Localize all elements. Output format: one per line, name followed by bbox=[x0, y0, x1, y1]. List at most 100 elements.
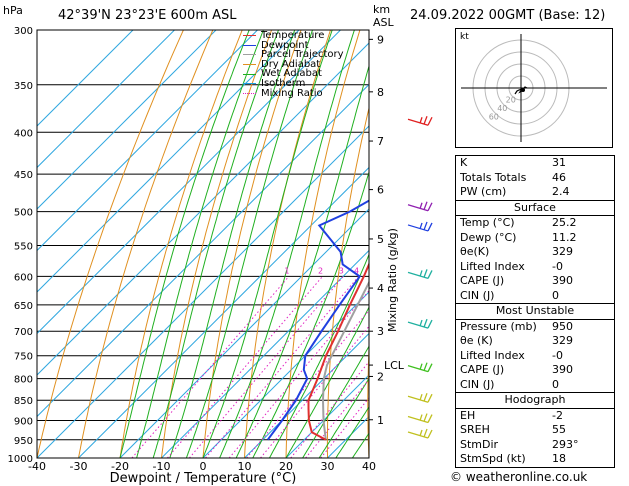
surface-row: θe(K) 329 bbox=[456, 245, 614, 260]
legend-label: Dewpoint bbox=[261, 39, 309, 51]
legend-item: Parcel Trajectory bbox=[243, 50, 344, 60]
surface-label: CAPE (J) bbox=[460, 274, 505, 287]
legend-label: Mixing Ratio bbox=[261, 87, 323, 99]
mixing-ratio-label: 16 bbox=[432, 266, 442, 275]
surface-value: 11.2 bbox=[552, 230, 577, 244]
hodograph-table-row: StmSpd (kt) 18 bbox=[456, 452, 614, 467]
pressure-tick-label: 800 bbox=[14, 375, 33, 386]
most-unstable-value: -0 bbox=[552, 348, 563, 362]
hodograph-table-label: SREH bbox=[460, 423, 490, 436]
pressure-tick-label: 350 bbox=[14, 81, 33, 92]
surface-value: -0 bbox=[552, 259, 563, 273]
isotherm-line bbox=[37, 30, 341, 335]
hodograph-table-value: 18 bbox=[552, 452, 566, 465]
hpa-unit-label: hPa bbox=[3, 4, 23, 17]
most-unstable-section-title: Most Unstable bbox=[456, 304, 614, 320]
surface-label: θe(K) bbox=[460, 245, 490, 258]
legend-item: Dewpoint bbox=[243, 39, 344, 51]
legend-label: Temperature bbox=[261, 30, 325, 41]
legend-swatch bbox=[243, 92, 256, 94]
location-label: 42°39'N 23°23'E 600m ASL bbox=[58, 8, 237, 23]
pressure-tick-label: 300 bbox=[14, 26, 33, 37]
mixing-ratio-label: 1 bbox=[284, 266, 289, 275]
wind-barb bbox=[407, 269, 433, 280]
pressure-tick-label: 1000 bbox=[8, 454, 33, 465]
surface-section-title: Surface bbox=[456, 201, 614, 216]
isotherm-line bbox=[37, 30, 134, 127]
mixing-ratio-axis-title: Mixing Ratio (g/kg) bbox=[386, 228, 399, 332]
pressure-tick-label: 550 bbox=[14, 241, 33, 252]
wet-adiabat-line bbox=[185, 30, 313, 458]
hodograph-ring-label: 40 bbox=[497, 104, 507, 113]
wind-barb bbox=[407, 318, 433, 329]
indices-table: K 31 Totals Totals 46 PW (cm) 2.4 Surface Tem… bbox=[455, 155, 615, 468]
wind-barb bbox=[407, 201, 433, 212]
pressure-tick-label: 500 bbox=[14, 208, 33, 219]
temperature-tick-label: 0 bbox=[200, 460, 207, 473]
storm-motion-marker bbox=[521, 88, 525, 92]
legend-swatch bbox=[243, 83, 256, 85]
dry-adiabat-line bbox=[367, 338, 369, 458]
legend-item: Temperature bbox=[243, 31, 344, 41]
surface-value: 0 bbox=[552, 288, 559, 302]
most-unstable-value: 950 bbox=[552, 319, 573, 333]
wet-adiabat-line bbox=[152, 30, 279, 458]
pressure-tick-label: 400 bbox=[14, 128, 33, 139]
temperature-profile bbox=[307, 261, 369, 441]
asl-unit-label: ASL bbox=[373, 16, 394, 29]
surface-label: CIN (J) bbox=[460, 288, 495, 302]
most-unstable-label: CIN (J) bbox=[460, 377, 495, 391]
index-value: 2.4 bbox=[552, 185, 570, 198]
isotherm-line bbox=[285, 374, 369, 458]
legend-swatch bbox=[243, 44, 256, 46]
index-label: PW (cm) bbox=[460, 185, 507, 198]
most-unstable-label: CAPE (J) bbox=[460, 363, 505, 376]
legend-item: Isotherm bbox=[243, 79, 344, 89]
wet-adiabat-line bbox=[302, 345, 369, 458]
hodograph-table-label: StmSpd (kt) bbox=[460, 452, 526, 465]
pressure-tick-label: 600 bbox=[14, 272, 33, 283]
wet-adiabat-line bbox=[252, 170, 369, 458]
legend-swatch bbox=[243, 73, 256, 75]
index-value: 31 bbox=[552, 156, 566, 169]
isotherm-line bbox=[411, 30, 453, 458]
index-label: K bbox=[460, 156, 468, 169]
wet-adiabat-line bbox=[119, 30, 250, 458]
dry-adiabat-line bbox=[78, 30, 214, 458]
isotherm-line bbox=[37, 125, 369, 458]
pressure-tick-label: 900 bbox=[14, 417, 33, 428]
mixing-ratio-label: 6 bbox=[376, 266, 381, 275]
mixing-ratio-label: 4 bbox=[354, 266, 359, 275]
hodograph-table-row: SREH 55 bbox=[456, 423, 614, 438]
most-unstable-row: Lifted Index -0 bbox=[456, 349, 614, 364]
legend-item: Wet Adiabat bbox=[243, 69, 344, 79]
hodograph-ring-label: 20 bbox=[506, 95, 516, 104]
surface-row: Lifted Index -0 bbox=[456, 260, 614, 275]
height-km-tick-label: 8 bbox=[377, 86, 384, 99]
hodograph-table-value: -2 bbox=[552, 408, 563, 422]
most-unstable-label: Lifted Index bbox=[460, 348, 525, 362]
wet-adiabat-line bbox=[235, 64, 369, 458]
isotherm-line bbox=[37, 30, 175, 169]
index-row: PW (cm) 2.4 bbox=[456, 185, 614, 200]
x-axis-title: Dewpoint / Temperature (°C) bbox=[110, 471, 297, 486]
isotherm-line bbox=[37, 30, 217, 210]
wet-adiabat-line bbox=[318, 377, 369, 458]
mixing-ratio-label: 2 bbox=[318, 266, 323, 275]
wet-adiabat-line bbox=[202, 30, 333, 458]
wet-adiabat-line bbox=[335, 405, 369, 458]
surface-label: Lifted Index bbox=[460, 259, 525, 273]
wet-adiabat-line bbox=[268, 253, 369, 458]
surface-row: CAPE (J) 390 bbox=[456, 274, 614, 289]
index-label: Totals Totals bbox=[460, 170, 527, 184]
mixing-ratio-line bbox=[189, 276, 344, 458]
surface-value: 329 bbox=[552, 245, 573, 258]
temperature-tick-label: -10 bbox=[153, 460, 171, 473]
wet-adiabat-line bbox=[351, 432, 369, 458]
height-km-tick-label: 7 bbox=[377, 135, 384, 148]
legend-item: Mixing Ratio bbox=[243, 87, 344, 99]
wind-barb bbox=[407, 428, 433, 439]
most-unstable-row: Pressure (mb) 950 bbox=[456, 320, 614, 335]
pressure-tick-label: 950 bbox=[14, 436, 33, 447]
isotherm-line bbox=[37, 30, 300, 293]
